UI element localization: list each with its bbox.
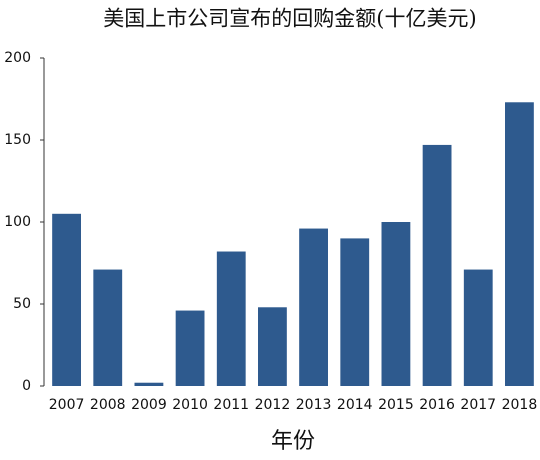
- y-tick-label: 150: [4, 132, 31, 148]
- x-axis-label: 年份: [271, 429, 315, 454]
- bar: [93, 269, 123, 386]
- x-tick-label: 2018: [502, 397, 538, 413]
- y-tick-label: 50: [13, 296, 31, 312]
- bar: [258, 307, 287, 386]
- bar: [422, 144, 452, 386]
- y-tick-label: 0: [22, 378, 31, 394]
- x-tick-label: 2011: [213, 397, 249, 413]
- bar: [216, 251, 246, 386]
- bar: [52, 213, 81, 386]
- bar: [463, 269, 493, 386]
- bar: [340, 238, 370, 386]
- y-tick-label: 200: [4, 50, 31, 66]
- chart-title: 美国上市公司宣布的回购金额(十亿美元): [103, 7, 476, 31]
- x-tick-label: 2015: [378, 397, 414, 413]
- bar: [381, 222, 411, 386]
- x-tick-label: 2012: [255, 397, 291, 413]
- bar: [505, 102, 534, 386]
- x-tick-label: 2016: [419, 397, 455, 413]
- x-tick-label: 2017: [460, 397, 496, 413]
- x-tick-label: 2014: [337, 397, 373, 413]
- x-tick-label: 2009: [131, 397, 167, 413]
- x-tick-label: 2013: [296, 397, 332, 413]
- y-tick-label: 100: [4, 214, 31, 230]
- x-tick-label: 2010: [172, 397, 208, 413]
- bar: [175, 310, 205, 386]
- x-tick-label: 2007: [49, 397, 85, 413]
- bar: [299, 228, 328, 386]
- bar: [134, 382, 164, 386]
- x-tick-label: 2008: [90, 397, 126, 413]
